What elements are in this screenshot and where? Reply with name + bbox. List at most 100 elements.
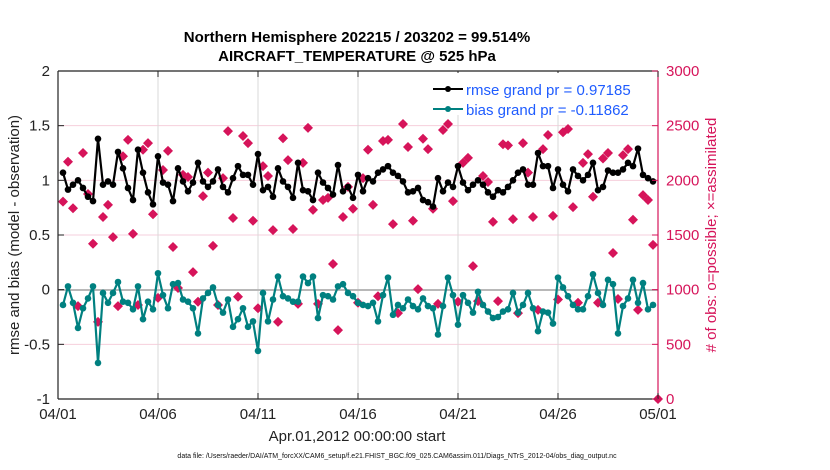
y-tick-label: -1 [37, 391, 50, 408]
legend-bias-marker [445, 106, 451, 112]
rmse-point [524, 181, 532, 189]
obs-assimilated-marker [248, 215, 258, 226]
rmse-point [234, 162, 242, 170]
obs-assimilated-marker [268, 225, 278, 236]
rmse-point [69, 181, 77, 189]
obs-assimilated-marker [108, 232, 118, 243]
rmse-point [239, 171, 247, 179]
x-tick-label: 04/11 [240, 406, 276, 423]
bias-point [114, 278, 122, 286]
obs-assimilated-marker [568, 202, 578, 213]
obs-assimilated-marker [223, 126, 233, 137]
rmse-point [529, 181, 537, 189]
bias-point [619, 302, 627, 310]
bias-point [144, 298, 152, 305]
rmse-point [334, 161, 342, 169]
bias-point [234, 315, 242, 323]
bias-point [154, 269, 162, 277]
bias-point [554, 274, 562, 281]
rmse-point [579, 177, 587, 184]
rmse-point [389, 169, 397, 176]
obs-assimilated-marker [578, 157, 588, 168]
bias-point [84, 295, 92, 302]
legend-rmse-marker [445, 86, 451, 92]
rmse-point [404, 189, 412, 196]
rmse-point [494, 186, 502, 194]
obs-assimilated-marker [58, 196, 68, 207]
rmse-point [614, 169, 622, 176]
obs-assimilated-marker [198, 191, 208, 202]
bias-point [434, 331, 442, 338]
bias-point [359, 301, 367, 309]
rmse-point [534, 149, 542, 157]
rmse-point [244, 171, 252, 179]
rmse-point [299, 186, 307, 194]
bias-point [449, 291, 457, 299]
bias-point [169, 280, 177, 288]
bias-point [544, 309, 552, 316]
rmse-point [634, 145, 642, 152]
rmse-point [514, 169, 522, 176]
bias-point [594, 289, 602, 297]
rmse-point [194, 159, 202, 167]
bias-point [269, 296, 277, 303]
rmse-point [599, 183, 607, 191]
rmse-point [104, 178, 112, 185]
obs-assimilated-marker [648, 239, 658, 250]
bias-point [329, 296, 337, 303]
rmse-point [499, 189, 507, 196]
rmse-point [74, 177, 82, 184]
rmse-point [469, 181, 477, 189]
rmse-point [259, 186, 267, 194]
bias-point [264, 318, 272, 325]
rmse-point [519, 166, 527, 173]
rmse-point [349, 194, 357, 202]
bias-point [354, 299, 362, 307]
bias-point [99, 289, 107, 297]
rmse-point [549, 184, 557, 192]
bias-point [599, 301, 607, 309]
y-tick-label: 1 [42, 172, 50, 189]
rmse-point [644, 174, 652, 182]
rmse-point [629, 162, 637, 170]
bias-point [139, 315, 147, 323]
bias-point [374, 318, 382, 325]
bias-point [164, 304, 172, 312]
obs-assimilated-marker [298, 157, 308, 168]
y-tick-label: 1.5 [29, 118, 50, 135]
bias-point [389, 311, 397, 319]
rmse-point [314, 169, 322, 176]
obs-assimilated-marker [338, 211, 348, 222]
legend-bias-label: bias grand pr = -0.11862 [466, 102, 629, 119]
obs-assimilated-marker [583, 149, 593, 160]
bias-point [514, 309, 522, 316]
obs-assimilated-marker [78, 148, 88, 158]
y2-tick-label: 1000 [666, 282, 699, 299]
bias-point [574, 306, 582, 313]
obs-assimilated-marker [328, 258, 338, 269]
obs-assimilated-marker [203, 167, 213, 178]
rmse-point [129, 196, 137, 204]
y-tick-label: 2 [42, 63, 50, 80]
bias-point [459, 291, 467, 299]
obs-assimilated-marker [333, 325, 343, 336]
bias-point [489, 314, 497, 322]
rmse-point [489, 193, 497, 201]
bias-point [524, 289, 532, 297]
obs-assimilated-marker [243, 138, 253, 149]
bias-point [394, 301, 402, 309]
bias-point [204, 289, 212, 297]
obs-assimilated-marker [123, 134, 133, 145]
rmse-point [249, 181, 257, 189]
obs-assimilated-marker [138, 144, 148, 155]
obs-assimilated-marker [623, 144, 633, 155]
bias-point [209, 284, 217, 291]
bias-point [504, 306, 512, 313]
obs-assimilated-marker [548, 210, 558, 221]
bias-point [424, 302, 432, 310]
obs-assimilated-marker [163, 145, 173, 156]
bias-point [309, 273, 317, 280]
bias-point [519, 301, 527, 309]
bias-point [319, 291, 327, 299]
rmse-point [64, 186, 72, 193]
